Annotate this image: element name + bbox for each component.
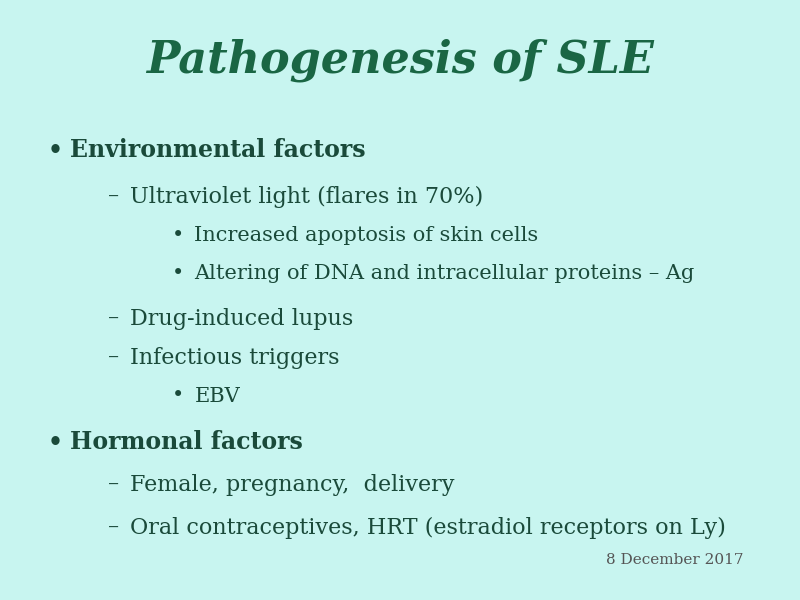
Text: Infectious triggers: Infectious triggers xyxy=(130,347,340,368)
Text: •: • xyxy=(48,138,63,162)
Text: –: – xyxy=(108,347,119,368)
Text: Drug-induced lupus: Drug-induced lupus xyxy=(130,308,354,330)
Text: 8 December 2017: 8 December 2017 xyxy=(606,553,744,567)
Text: Altering of DNA and intracellular proteins – Ag: Altering of DNA and intracellular protei… xyxy=(194,264,694,283)
Text: Oral contraceptives, HRT (estradiol receptors on Ly): Oral contraceptives, HRT (estradiol rece… xyxy=(130,517,726,539)
Text: Increased apoptosis of skin cells: Increased apoptosis of skin cells xyxy=(194,226,538,245)
Text: •: • xyxy=(172,264,184,283)
Text: Hormonal factors: Hormonal factors xyxy=(70,430,303,454)
Text: •: • xyxy=(172,386,184,406)
Text: –: – xyxy=(108,308,119,330)
Text: Environmental factors: Environmental factors xyxy=(70,138,366,162)
Text: •: • xyxy=(172,226,184,245)
Text: –: – xyxy=(108,517,119,539)
Text: –: – xyxy=(108,474,119,496)
Text: Ultraviolet light (flares in 70%): Ultraviolet light (flares in 70%) xyxy=(130,186,484,208)
Text: •: • xyxy=(48,430,63,454)
Text: –: – xyxy=(108,186,119,208)
Text: EBV: EBV xyxy=(194,386,240,406)
Text: Female, pregnancy,  delivery: Female, pregnancy, delivery xyxy=(130,474,455,496)
Text: Pathogenesis of SLE: Pathogenesis of SLE xyxy=(146,39,654,82)
